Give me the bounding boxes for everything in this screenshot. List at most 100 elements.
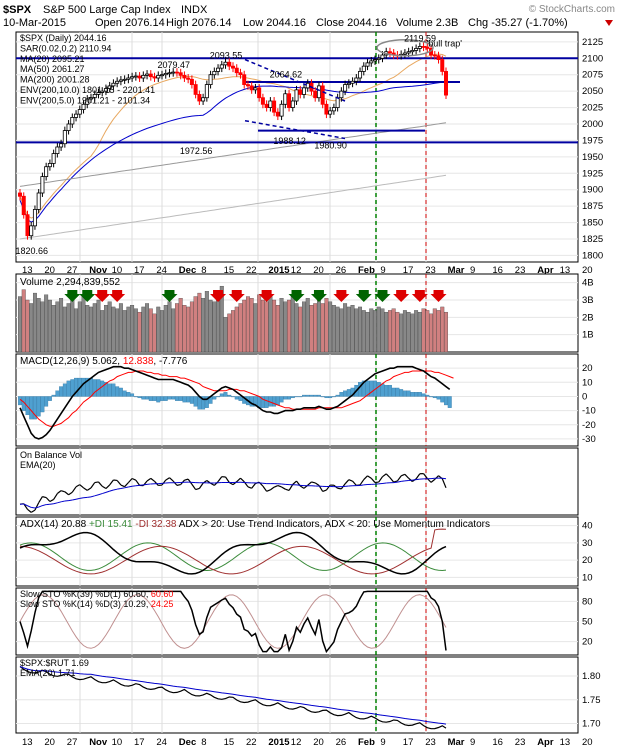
volume-bar — [317, 300, 321, 352]
candle-body — [422, 46, 425, 47]
candle-body — [216, 68, 219, 71]
exchange-label: INDX — [181, 4, 208, 16]
macd-histogram-bar — [183, 396, 187, 402]
volume-bar — [171, 309, 175, 352]
obv-ema-segment — [394, 482, 398, 483]
volume-bar — [63, 307, 67, 352]
candle-body — [153, 77, 156, 78]
candle-body — [269, 101, 272, 108]
candle-body — [366, 63, 369, 66]
candle-body — [437, 56, 440, 60]
volume-bar — [41, 302, 45, 352]
obv-line-segment — [375, 482, 379, 483]
candle-body — [250, 86, 253, 90]
candle-body — [235, 68, 238, 73]
obv-ema-segment — [360, 485, 364, 486]
candle-body — [138, 76, 141, 78]
candle-body — [71, 117, 74, 124]
macd-histogram-bar — [440, 396, 444, 402]
candle-body — [149, 74, 152, 77]
obv-legend-item: On Balance Vol — [20, 450, 82, 460]
adx-axis-tick: 30 — [582, 538, 593, 549]
volume-bar — [130, 305, 134, 352]
candle-body — [287, 94, 290, 108]
price-axis-tick: 2100 — [582, 53, 603, 64]
macd-histogram-bar — [44, 396, 48, 406]
candle-body — [347, 83, 350, 84]
volume-bar — [306, 298, 310, 352]
candle-body — [194, 85, 197, 95]
macd-histogram-bar — [381, 384, 385, 397]
macd-histogram-bar — [272, 396, 276, 406]
x-axis-label-bottom: 23 — [425, 737, 436, 748]
price-axis-tick: 2025 — [582, 103, 603, 114]
macd-histogram-bar — [224, 392, 228, 396]
candle-body — [202, 98, 205, 101]
candle-body — [209, 75, 212, 85]
volume-bar — [355, 309, 359, 352]
candle-body — [198, 94, 201, 101]
adx-axis-tick: 40 — [582, 521, 593, 532]
obv-line-segment — [177, 485, 181, 486]
macd-histogram-bar — [448, 396, 452, 407]
x-axis-label-bottom: 15 — [224, 737, 235, 748]
candle-body — [284, 94, 287, 105]
price-legend-item: ENV(200,10.0) 1801.15 - 2201.41 — [20, 85, 155, 95]
volume-bar — [97, 300, 101, 352]
candle-body — [56, 147, 59, 154]
obv-ema-segment — [401, 481, 405, 482]
down-arrow-icon — [605, 20, 613, 26]
macd-histogram-bar — [119, 388, 123, 396]
macd-histogram-bar — [426, 395, 430, 396]
volume-bar — [362, 310, 366, 352]
macd-histogram-bar — [67, 381, 71, 397]
price-annotation: 1988.12 — [273, 136, 306, 146]
macd-histogram-bar — [392, 388, 396, 396]
volume-bar — [89, 307, 93, 352]
volume-bar — [276, 305, 280, 352]
x-axis-label-bottom: 16 — [492, 737, 503, 748]
candle-body — [168, 73, 171, 74]
macd-histogram-bar — [138, 396, 142, 397]
obv-ema-segment — [143, 484, 147, 485]
candle-body — [116, 81, 119, 83]
macd-histogram-bar — [313, 395, 317, 396]
macd-histogram-bar — [332, 396, 336, 397]
ratio-axis-tick: 1.75 — [582, 695, 601, 706]
macd-histogram-bar — [160, 396, 164, 400]
x-axis-label-bottom: 8 — [201, 737, 206, 748]
x-axis-label-bottom: 17 — [134, 737, 145, 748]
volume-bar — [254, 303, 258, 352]
candle-body — [74, 114, 77, 117]
obv-line-segment — [338, 488, 342, 489]
volume-bar — [213, 302, 217, 352]
volume-bar — [340, 309, 344, 352]
macd-histogram-bar — [216, 396, 220, 397]
candle-body — [351, 81, 354, 83]
volume-bar — [56, 302, 60, 352]
candle-body — [299, 90, 302, 95]
x-axis-label-bottom: 9 — [380, 737, 385, 748]
macd-histogram-bar — [298, 396, 302, 397]
candle-body — [314, 91, 317, 98]
low-value: Low 2044.16 — [243, 17, 306, 29]
volume-bar — [250, 298, 254, 352]
ratio-axis-tick: 1.80 — [582, 671, 601, 682]
adx-legend: ADX(14) 20.88 +DI 15.41 -DI 32.38 ADX > … — [20, 519, 490, 530]
candle-body — [358, 71, 361, 78]
macd-histogram-bar — [37, 396, 41, 416]
macd-histogram-bar — [306, 395, 310, 396]
candle-body — [302, 88, 305, 95]
price-axis-tick: 2050 — [582, 86, 603, 97]
volume-bar — [343, 303, 347, 352]
candle-body — [321, 86, 324, 104]
volume-bar — [231, 310, 235, 352]
volume-bar — [429, 314, 433, 352]
macd-histogram-bar — [179, 396, 183, 400]
macd-axis-tick: 0 — [582, 391, 587, 402]
macd-histogram-bar — [127, 392, 131, 396]
price-annotation: 2064.62 — [270, 70, 303, 80]
macd-histogram-bar — [108, 384, 112, 397]
volume-bar — [377, 307, 381, 352]
